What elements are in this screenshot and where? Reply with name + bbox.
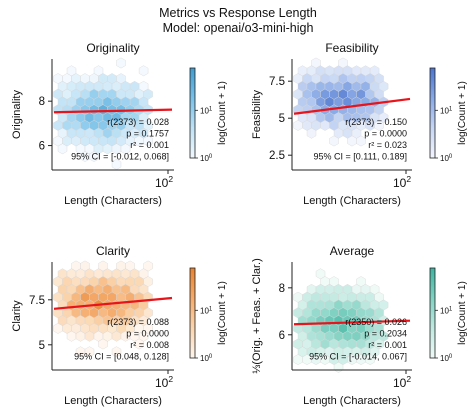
colorbar-tick-label: 100 [200, 154, 213, 163]
hexbin-cell [374, 119, 384, 131]
stats-line: 95% CI = [0.111, 0.189] [314, 152, 407, 162]
colorbar-label: log(Count + 1) [217, 81, 228, 145]
stats-line: r(2373) = 0.150 [345, 117, 407, 127]
colorbar [429, 267, 436, 359]
y-axis-label: Originality [11, 90, 23, 139]
y-tick-label: 6 [279, 330, 285, 342]
hexbin-cell [111, 158, 122, 170]
stats-line: p = 0.0000 [364, 129, 407, 139]
hexbin-cells [53, 57, 153, 170]
stats-line: 95% CI = [-0.014, 0.067] [309, 352, 407, 362]
stats-line: r² = 0.001 [368, 340, 407, 350]
hexbin-cell [138, 65, 149, 77]
y-axis-label: ⅓(Orig. + Feas. + Clar.) [251, 258, 263, 374]
y-tick-label: 2.5 [269, 150, 285, 162]
hexbin-cell [57, 143, 68, 155]
y-tick-label: 6 [39, 141, 45, 153]
x-axis-label: Length (Characters) [303, 195, 401, 207]
hexbin-cell [365, 354, 375, 366]
panel-originality: 6 8 102 Originality Length (Characters) Origi… [11, 41, 228, 207]
stats-line: p = 0.0000 [126, 329, 169, 339]
x-axis-label: Length (Characters) [64, 395, 162, 407]
panels: 6 8 102 Originality Length (Characters) Origi… [11, 41, 468, 407]
subplot-title: Average [330, 244, 375, 258]
hexbin-cells [293, 57, 389, 147]
y-tick-label: 8 [279, 283, 285, 295]
figure-subtitle: Model: openai/o3-mini-high [163, 21, 314, 35]
stats-line: p = 0.2034 [364, 329, 407, 339]
hexbin-cell [89, 151, 99, 163]
stats-line: r(2373) = 0.088 [107, 317, 169, 327]
colorbar [189, 267, 196, 359]
hexbin-cell [84, 346, 95, 358]
hexbin-cell [356, 135, 366, 147]
y-tick-label: 8 [39, 96, 45, 108]
colorbar-tick-label: 100 [440, 154, 453, 163]
hexbin-cell [329, 135, 339, 147]
x-tick-label: 102 [155, 174, 173, 190]
x-tick-label: 102 [393, 174, 411, 190]
x-tick-label: 102 [155, 374, 173, 390]
colorbar-tick-label: 101 [440, 306, 453, 315]
subplot-title: Feasibility [325, 41, 378, 55]
colorbar-label: log(Count + 1) [217, 281, 228, 345]
regression-line [53, 108, 173, 114]
x-tick-label: 102 [393, 374, 411, 390]
y-tick-label: 7.5 [269, 76, 285, 88]
hexbin-cell [116, 57, 126, 69]
hexbin-cell [143, 135, 153, 147]
colorbar-tick-label: 100 [440, 354, 453, 363]
colorbar-label: log(Count + 1) [457, 281, 468, 345]
subplot-title: Clarity [96, 244, 130, 258]
stats-line: 95% CI = [-0.012, 0.068] [71, 152, 169, 162]
hexbin-cell [134, 338, 144, 350]
y-tick-label: 5 [279, 113, 285, 125]
y-axis-label: Feasibility [251, 90, 263, 139]
stats-line: r² = 0.001 [130, 140, 169, 150]
colorbar-tick-label: 100 [200, 354, 213, 363]
figure-title: Metrics vs Response Length [159, 6, 317, 20]
colorbar [189, 67, 196, 159]
y-tick-label: 7.5 [29, 295, 45, 307]
colorbar-label: log(Count + 1) [457, 81, 468, 145]
hexbin-cell [306, 127, 317, 139]
x-axis-label: Length (Characters) [64, 195, 162, 207]
stats-line: p = 0.1757 [126, 129, 169, 139]
colorbar-tick-label: 101 [200, 306, 213, 315]
x-axis-label: Length (Characters) [303, 395, 401, 407]
colorbar-tick-label: 101 [440, 106, 453, 115]
hexbin-cell [98, 338, 108, 350]
panel-average: 6 8 102 Average Length (Characters) ⅓(Orig. +… [251, 244, 468, 407]
hexbin-cells [53, 260, 153, 358]
stats-line: r(2350) = 0.026 [345, 317, 407, 327]
subplot-title: Originality [86, 41, 139, 55]
panel-clarity: 5 7.5 102 Clarity Length (Characters) Clarity… [11, 244, 228, 407]
regression-line [293, 97, 411, 115]
y-axis-label: Clarity [11, 300, 23, 332]
y-tick-label: 5 [39, 340, 45, 352]
colorbar [429, 67, 436, 159]
hexbin-cells [293, 268, 389, 373]
regression-line [293, 319, 411, 326]
stats-line: r² = 0.023 [368, 140, 407, 150]
colorbar-tick-label: 101 [200, 106, 213, 115]
stats-line: r² = 0.008 [130, 340, 169, 350]
hexbin-cell [111, 346, 122, 358]
stats-line: r(2373) = 0.028 [107, 117, 169, 127]
panel-feasibility: 2.5 5 7.5 102 Feasibility Length (Characters)… [251, 41, 468, 207]
regression-line [53, 296, 173, 310]
stats-line: 95% CI = [0.048, 0.128] [74, 352, 169, 362]
hexbin-cell [120, 143, 131, 155]
